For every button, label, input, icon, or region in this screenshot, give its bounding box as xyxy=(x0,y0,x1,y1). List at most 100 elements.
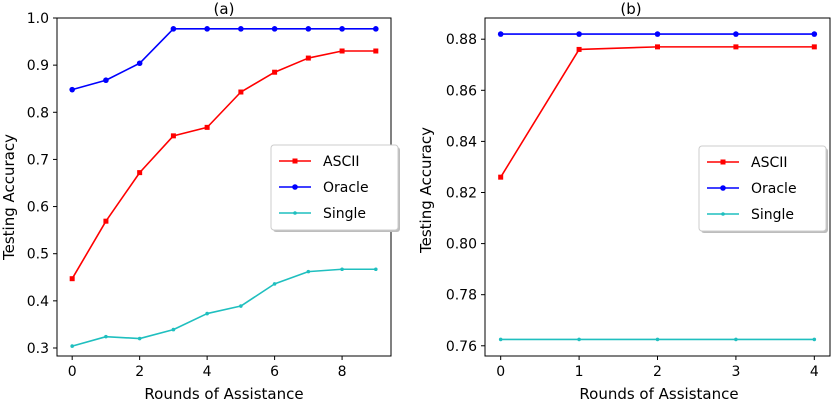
data-point-ascii xyxy=(170,133,176,139)
data-point-ascii xyxy=(238,89,244,95)
y-tick-label: 0.3 xyxy=(27,341,49,357)
data-point-ascii xyxy=(103,218,109,224)
chart-marks xyxy=(497,31,818,342)
x-tick-label: 0 xyxy=(496,364,505,380)
x-tick-label: 4 xyxy=(203,364,212,380)
legend-label-ascii: ASCII xyxy=(751,155,788,171)
legend: ASCII Oracle Single xyxy=(270,144,400,232)
y-tick-label: 0.8 xyxy=(27,105,49,121)
x-tick-label: 2 xyxy=(135,364,144,380)
data-point-ascii xyxy=(204,124,210,130)
legend-marker xyxy=(721,212,725,216)
data-point-single xyxy=(812,337,817,342)
data-point-oracle xyxy=(69,86,75,93)
data-point-oracle xyxy=(271,26,278,32)
y-tick-label: 0.9 xyxy=(27,58,49,74)
data-point-single xyxy=(104,334,108,339)
data-point-oracle xyxy=(576,31,582,37)
y-tick-label: 1.0 xyxy=(27,11,49,27)
data-point-oracle xyxy=(497,31,504,37)
data-point-oracle xyxy=(811,31,818,37)
x-tick-label: 0 xyxy=(68,364,77,380)
chart-b: (b) Rounds of Assistance Testing Accurac… xyxy=(417,0,831,403)
legend-label-ascii: ASCII xyxy=(323,154,360,170)
x-tick-label: 4 xyxy=(810,364,819,380)
data-point-ascii xyxy=(373,48,379,54)
y-tick-label: 0.88 xyxy=(446,32,477,48)
data-point-single xyxy=(137,336,142,341)
data-point-single xyxy=(577,337,581,342)
legend-label-single: Single xyxy=(751,207,794,223)
data-point-single xyxy=(655,337,660,342)
data-point-ascii xyxy=(69,276,75,282)
data-point-oracle xyxy=(238,26,244,32)
data-point-single xyxy=(171,327,176,332)
legend-marker xyxy=(292,158,298,164)
series-line-single xyxy=(71,268,376,347)
x-axis-label: Rounds of Assistance xyxy=(144,385,303,403)
legend-box xyxy=(698,145,827,232)
x-tick-label: 3 xyxy=(731,364,740,380)
legend-box xyxy=(270,144,399,231)
data-point-single xyxy=(374,267,378,272)
data-point-ascii xyxy=(272,69,278,75)
y-tick-label: 0.5 xyxy=(27,247,49,263)
data-point-ascii xyxy=(305,55,311,61)
legend-label-oracle: Oracle xyxy=(323,180,369,196)
data-point-oracle xyxy=(136,60,143,67)
data-point-ascii xyxy=(498,174,504,180)
data-point-oracle xyxy=(339,26,345,32)
data-point-single xyxy=(205,311,209,316)
data-point-ascii xyxy=(576,46,582,52)
x-tick-label: 6 xyxy=(270,364,279,380)
data-point-single xyxy=(498,337,503,342)
data-point-single xyxy=(272,282,277,286)
x-tick-label: 8 xyxy=(338,364,347,380)
x-tick-label: 1 xyxy=(575,364,584,380)
legend: ASCII Oracle Single xyxy=(698,145,828,233)
data-point-ascii xyxy=(811,44,817,50)
y-axis-label: Testing Accuracy xyxy=(0,134,18,261)
chart-marks xyxy=(69,26,379,348)
chart-title: (a) xyxy=(214,0,235,18)
data-point-oracle xyxy=(654,31,661,37)
data-point-ascii xyxy=(655,44,660,50)
legend-marker xyxy=(720,159,726,165)
x-tick-label: 2 xyxy=(653,364,662,380)
y-tick-label: 0.84 xyxy=(446,134,477,150)
data-point-single xyxy=(306,269,311,274)
y-tick-label: 0.80 xyxy=(446,237,477,253)
y-tick-label: 0.76 xyxy=(446,339,477,355)
y-tick-label: 0.6 xyxy=(27,200,49,216)
data-point-single xyxy=(239,304,243,308)
x-axis-label: Rounds of Assistance xyxy=(579,385,738,403)
legend-label-single: Single xyxy=(323,206,366,222)
legend-marker xyxy=(720,185,726,191)
data-point-oracle xyxy=(733,31,739,37)
data-point-ascii xyxy=(339,48,345,54)
data-point-ascii xyxy=(733,44,739,50)
series-line-oracle xyxy=(71,28,376,91)
legend-label-oracle: Oracle xyxy=(751,181,797,197)
chart-a: (a) Rounds of Assistance Testing Accurac… xyxy=(0,0,400,403)
data-point-single xyxy=(340,267,344,272)
data-point-single xyxy=(734,337,738,342)
data-point-ascii xyxy=(137,170,143,176)
y-axis-label: Testing Accuracy xyxy=(417,127,435,254)
y-tick-label: 0.78 xyxy=(446,288,477,304)
series-line-ascii xyxy=(71,50,376,280)
data-point-oracle xyxy=(305,26,312,32)
legend-marker xyxy=(293,211,297,215)
chart-title: (b) xyxy=(620,0,641,18)
data-point-oracle xyxy=(103,77,109,84)
y-tick-label: 0.4 xyxy=(27,294,49,310)
axes: 0 1 2 3 4 0.76 0.78 0.80 0.82 0.84 0.86 0.88 xyxy=(446,17,831,380)
y-tick-label: 0.86 xyxy=(446,83,477,99)
y-tick-label: 0.7 xyxy=(27,152,49,168)
data-point-single xyxy=(70,344,74,348)
legend-marker xyxy=(292,184,298,190)
y-tick-label: 0.82 xyxy=(446,185,477,201)
data-point-oracle xyxy=(204,26,210,32)
data-point-oracle xyxy=(170,26,177,32)
